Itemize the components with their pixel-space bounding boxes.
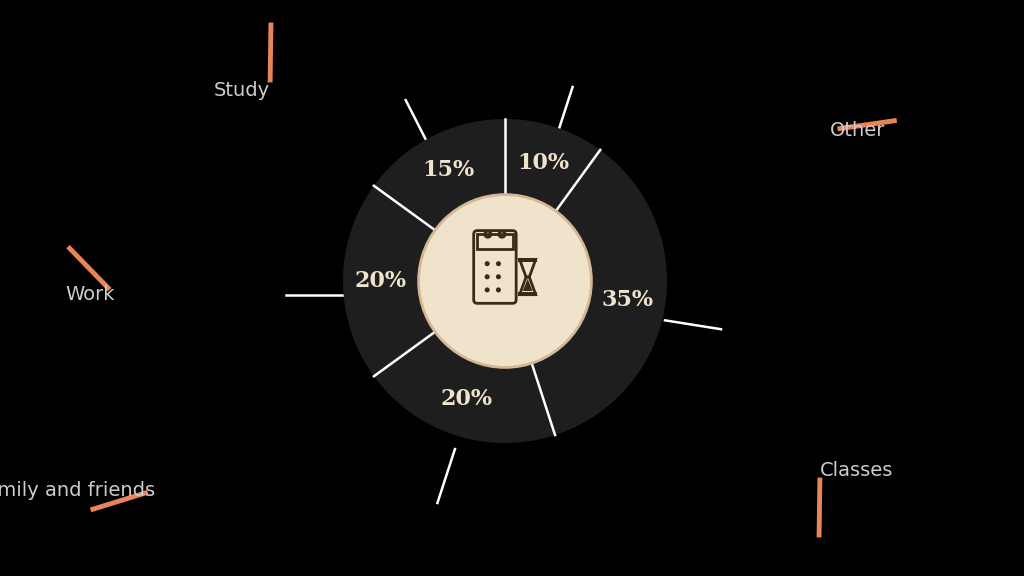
Bar xyxy=(518,292,537,296)
Circle shape xyxy=(496,261,501,266)
Text: Classes: Classes xyxy=(820,460,893,479)
Circle shape xyxy=(343,119,667,443)
Bar xyxy=(518,258,537,262)
Circle shape xyxy=(496,287,501,293)
Text: Study: Study xyxy=(214,81,270,100)
Text: 35%: 35% xyxy=(602,289,653,312)
Circle shape xyxy=(419,195,592,367)
Bar xyxy=(477,234,513,249)
Text: 20%: 20% xyxy=(354,270,407,292)
Text: Family and friends: Family and friends xyxy=(0,480,155,499)
Polygon shape xyxy=(523,279,532,291)
Circle shape xyxy=(484,274,489,279)
Text: 20%: 20% xyxy=(440,388,493,410)
Text: 15%: 15% xyxy=(423,160,475,181)
Text: Other: Other xyxy=(830,120,886,139)
Circle shape xyxy=(484,261,489,266)
Text: 10%: 10% xyxy=(517,152,569,174)
Circle shape xyxy=(484,287,489,293)
Circle shape xyxy=(496,274,501,279)
Text: Work: Work xyxy=(66,286,115,305)
